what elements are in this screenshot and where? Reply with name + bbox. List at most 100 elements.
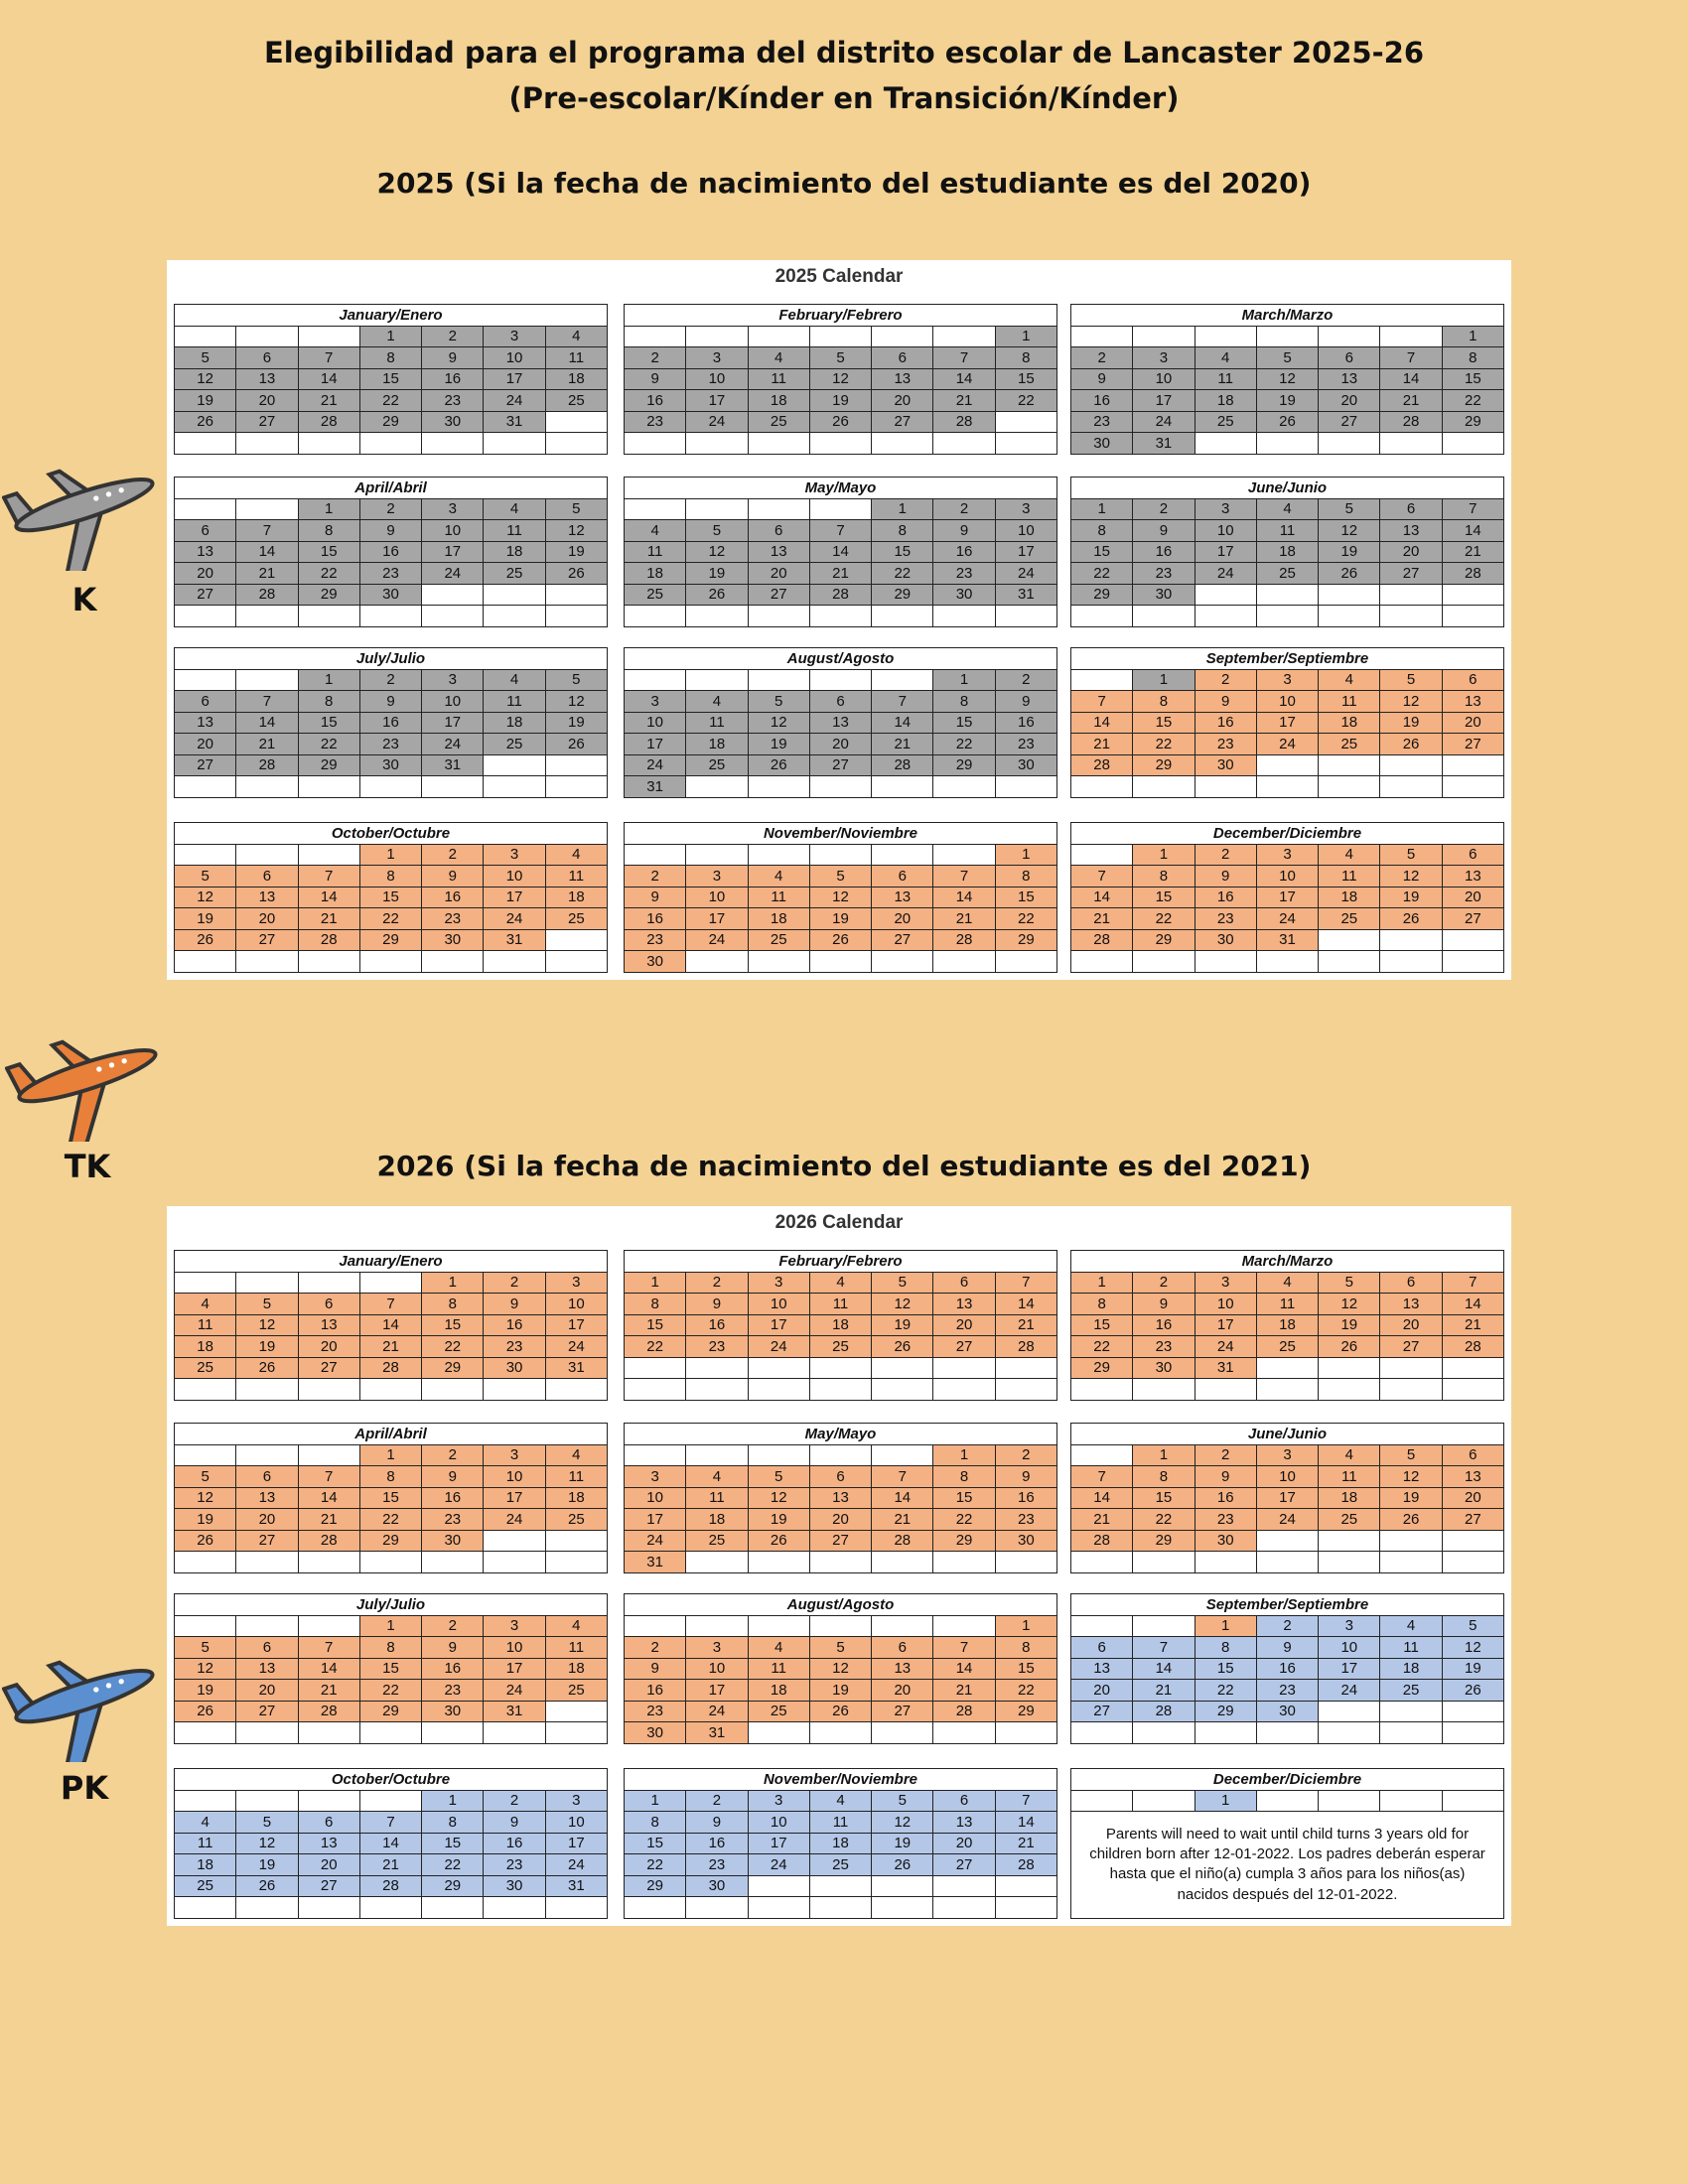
day-cell: 26 <box>1319 563 1381 585</box>
day-cell: 17 <box>686 908 749 930</box>
day-cell: 28 <box>298 411 360 433</box>
empty-cell <box>748 776 810 798</box>
empty-cell <box>686 1552 749 1573</box>
day-cell: 2 <box>1256 1615 1320 1637</box>
day-cell: 1 <box>1071 1272 1134 1294</box>
day-cell: 24 <box>545 1854 608 1876</box>
empty-cell <box>545 606 608 627</box>
day-cell: 17 <box>1256 712 1320 734</box>
day-cell: 15 <box>359 887 423 908</box>
day-cell: 6 <box>748 520 810 542</box>
day-cell: 6 <box>236 347 299 369</box>
day-cell: 1 <box>872 498 934 520</box>
empty-cell <box>545 433 608 455</box>
day-cell: 18 <box>175 1336 237 1358</box>
day-cell: 16 <box>1071 390 1134 412</box>
day-cell: 5 <box>175 866 237 887</box>
day-cell: 8 <box>1133 691 1196 713</box>
month-name: March/Marzo <box>1071 1251 1504 1273</box>
day-cell: 11 <box>1256 1294 1320 1315</box>
empty-cell <box>1380 584 1443 606</box>
day-cell: 4 <box>809 1272 873 1294</box>
empty-cell <box>1195 776 1257 798</box>
day-cell: 7 <box>1133 1637 1196 1659</box>
empty-cell <box>809 1875 873 1897</box>
day-cell: 16 <box>933 541 996 563</box>
day-cell: 2 <box>484 1272 546 1294</box>
month-grid: October/Octubre 1 2 3 4 5 6 7 8 9 10 11 12 13 14 15 16 17… <box>174 1768 608 1919</box>
empty-cell <box>1442 754 1504 776</box>
day-cell: 14 <box>1071 887 1134 908</box>
day-cell: 2 <box>625 347 687 369</box>
day-cell: 7 <box>872 691 934 713</box>
day-cell: 21 <box>1071 908 1134 930</box>
day-cell: 26 <box>1442 1680 1504 1702</box>
day-cell: 26 <box>748 1530 810 1552</box>
day-cell: 3 <box>748 1790 810 1812</box>
day-cell: 19 <box>748 1509 810 1531</box>
day-cell: 15 <box>933 1487 996 1509</box>
empty-cell <box>1071 326 1134 347</box>
empty-cell <box>933 1379 996 1401</box>
empty-cell <box>748 669 810 691</box>
day-cell: 25 <box>1256 1336 1320 1358</box>
empty-cell <box>1071 1790 1134 1812</box>
day-cell: 20 <box>748 563 810 585</box>
day-cell: 3 <box>484 1444 546 1466</box>
day-cell: 15 <box>359 1487 423 1509</box>
empty-cell <box>1256 326 1320 347</box>
day-cell: 5 <box>748 691 810 713</box>
empty-cell <box>1442 1722 1504 1744</box>
day-cell: 5 <box>1442 1615 1504 1637</box>
day-cell: 7 <box>1071 1466 1134 1488</box>
day-cell: 5 <box>872 1272 934 1294</box>
month-grid: September/Septiembre 1 2 3 4 5 6 7 8 9 10 11 12 13 14 1… <box>1070 647 1504 798</box>
day-cell: 10 <box>545 1812 608 1834</box>
day-cell: 6 <box>1442 669 1504 691</box>
day-cell: 20 <box>872 1680 934 1702</box>
empty-cell <box>298 1615 360 1637</box>
day-cell: 3 <box>686 1637 749 1659</box>
day-cell: 28 <box>995 1854 1057 1876</box>
day-cell: 3 <box>422 669 485 691</box>
day-cell: 22 <box>995 390 1057 412</box>
month-grid: January/Enero 1 2 3 4 5 6 7 8 9 10 11 12 13 14 15 16 17 18… <box>174 1250 608 1401</box>
empty-cell <box>748 1379 810 1401</box>
empty-cell <box>1195 326 1257 347</box>
day-cell: 6 <box>236 1466 299 1488</box>
empty-cell <box>1195 1552 1257 1573</box>
day-cell: 18 <box>686 1509 749 1531</box>
day-cell: 25 <box>1195 411 1257 433</box>
day-cell: 19 <box>686 563 749 585</box>
day-cell: 6 <box>175 520 237 542</box>
empty-cell <box>1319 1379 1381 1401</box>
day-cell: 27 <box>175 584 237 606</box>
month-name: August/Agosto <box>625 1594 1057 1616</box>
day-cell: 9 <box>422 1637 485 1659</box>
day-cell: 28 <box>809 584 873 606</box>
empty-cell <box>748 326 810 347</box>
empty-cell <box>625 433 687 455</box>
day-cell: 3 <box>1256 1444 1320 1466</box>
day-cell: 18 <box>1319 1487 1381 1509</box>
day-cell: 5 <box>809 347 873 369</box>
day-cell: 23 <box>625 929 687 951</box>
day-cell: 12 <box>1380 691 1443 713</box>
day-cell: 13 <box>809 712 873 734</box>
day-cell: 14 <box>933 887 996 908</box>
month-grid: September/Septiembre 1 2 3 4 5 6 7 8 9 10 11 12 13 14 1… <box>1070 1593 1504 1744</box>
day-cell: 2 <box>359 498 423 520</box>
empty-cell <box>995 776 1057 798</box>
day-cell: 27 <box>872 1701 934 1722</box>
empty-cell <box>236 498 299 520</box>
day-cell: 23 <box>422 908 485 930</box>
empty-cell <box>175 606 237 627</box>
day-cell: 4 <box>1256 498 1320 520</box>
empty-cell <box>872 433 934 455</box>
empty-cell <box>236 1444 299 1466</box>
empty-cell <box>748 498 810 520</box>
day-cell: 13 <box>933 1294 996 1315</box>
section-heading: 2026 (Si la fecha de nacimiento del estu… <box>376 1150 1312 1182</box>
day-cell: 19 <box>1380 1487 1443 1509</box>
